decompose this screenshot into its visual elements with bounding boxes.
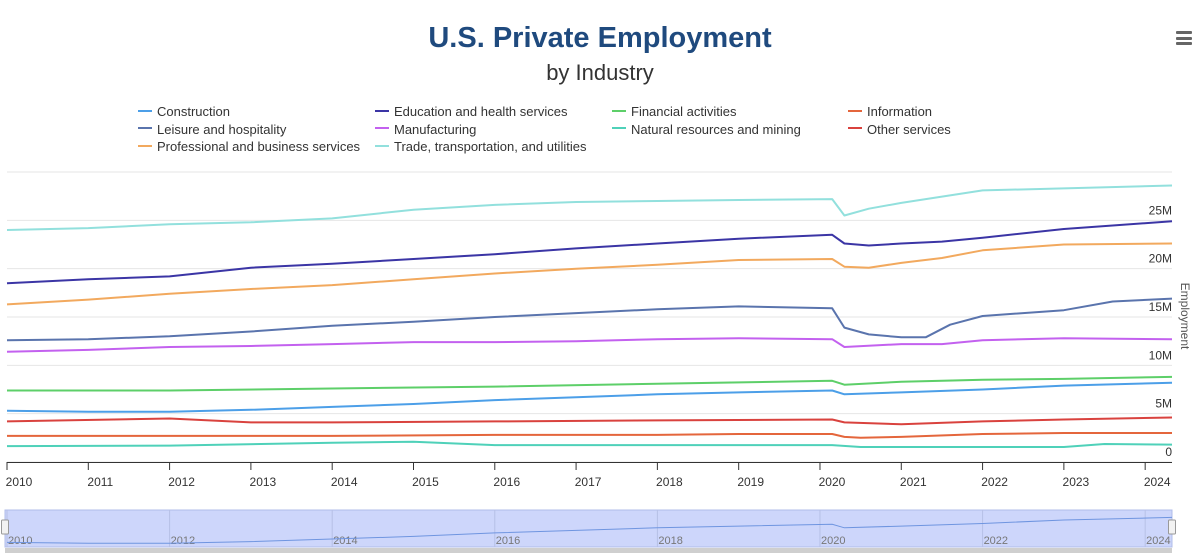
navigator-handle[interactable] <box>1 519 9 535</box>
x-tick-label: 2024 <box>1144 475 1171 489</box>
x-tick-label: 2012 <box>168 475 195 489</box>
legend-item[interactable]: Education and health services <box>375 104 567 119</box>
legend-label: Information <box>867 104 933 119</box>
series-line-leisure-and-hospitality[interactable] <box>6 297 1173 342</box>
legend-item[interactable]: Information <box>848 104 932 119</box>
legend-label: Financial activities <box>631 104 737 119</box>
legend-swatch <box>138 109 152 112</box>
navigator-tick-label: 2024 <box>1146 535 1170 547</box>
legend-label: Professional and business services <box>157 139 361 154</box>
x-tick-label: 2011 <box>87 475 113 489</box>
x-tick-label: 2017 <box>575 475 602 489</box>
navigator-series-line <box>6 516 1173 544</box>
x-tick-label: 2018 <box>656 475 683 489</box>
navigator-tick-label: 2016 <box>496 535 520 547</box>
legend-item[interactable]: Leisure and hospitality <box>138 122 286 137</box>
legend-swatch <box>375 109 389 112</box>
legend-label: Leisure and hospitality <box>157 121 287 137</box>
legend-item[interactable]: Manufacturing <box>375 122 476 137</box>
navigator-tick-label: 2014 <box>333 535 357 547</box>
y-tick-label: 15M <box>1149 300 1172 314</box>
series-line-construction[interactable] <box>6 381 1173 413</box>
legend-label: Education and health services <box>394 104 568 119</box>
y-tick-label: 25M <box>1149 203 1172 217</box>
navigator-selection[interactable] <box>4 509 1173 548</box>
legend-item[interactable]: Other services <box>848 122 951 137</box>
legend-swatch <box>848 109 862 112</box>
series-line-information[interactable] <box>7 432 1172 439</box>
navigator-tick-label: 2022 <box>984 535 1008 547</box>
x-tick-label: 2016 <box>493 475 520 489</box>
x-tick-label: 2014 <box>331 475 358 489</box>
x-tick-label: 2019 <box>737 475 764 489</box>
x-tick-label: 2022 <box>981 475 1008 489</box>
x-tick-label: 2021 <box>900 475 927 489</box>
navigator-tick-label: 2010 <box>8 535 32 547</box>
legend-label: Natural resources and mining <box>631 121 801 137</box>
y-tick-label: 0 <box>1165 445 1172 459</box>
legend-label: Construction <box>157 104 230 119</box>
series-line-education-and-health-services[interactable] <box>6 220 1173 285</box>
legend-swatch <box>375 127 389 130</box>
legend-label: Trade, transportation, and utilities <box>394 139 587 154</box>
legend-label: Other services <box>867 121 951 137</box>
y-axis-title: Employment <box>1178 283 1192 350</box>
legend-item[interactable]: Trade, transportation, and utilities <box>375 139 586 154</box>
legend-swatch <box>612 127 626 130</box>
legend-swatch <box>138 127 152 130</box>
legend-item[interactable]: Financial activities <box>612 104 737 119</box>
chart-title: U.S. Private Employment <box>428 22 772 54</box>
legend-swatch <box>138 144 152 147</box>
navigator-scrollbar[interactable] <box>5 548 1172 553</box>
y-tick-label: 20M <box>1149 252 1172 266</box>
y-tick-label: 10M <box>1149 348 1172 362</box>
x-tick-label: 2013 <box>250 475 277 489</box>
x-tick-label: 2015 <box>412 475 439 489</box>
x-tick-label: 2023 <box>1063 475 1090 489</box>
legend-item[interactable]: Professional and business services <box>138 139 360 154</box>
y-tick-label: 5M <box>1155 397 1172 411</box>
navigator-handle[interactable] <box>1168 519 1176 535</box>
x-tick-label: 2010 <box>6 475 33 489</box>
hamburger-icon[interactable] <box>1176 31 1192 45</box>
legend-item[interactable]: Construction <box>138 104 230 119</box>
series-line-trade-transportation-and-utilities[interactable] <box>6 184 1173 231</box>
legend-swatch <box>848 127 862 130</box>
legend-swatch <box>612 109 626 112</box>
series-line-natural-resources-and-mining[interactable] <box>6 440 1173 448</box>
series-line-financial-activities[interactable] <box>7 375 1173 392</box>
legend-swatch <box>375 144 389 147</box>
x-tick-label: 2020 <box>819 475 846 489</box>
legend-label: Manufacturing <box>394 121 477 137</box>
series-line-other-services[interactable] <box>6 416 1173 426</box>
legend-item[interactable]: Natural resources and mining <box>612 122 801 137</box>
navigator-tick-label: 2020 <box>821 535 845 547</box>
series-line-manufacturing[interactable] <box>6 337 1173 353</box>
chart-subtitle: by Industry <box>546 60 654 85</box>
navigator-tick-label: 2018 <box>658 535 682 547</box>
series-line-professional-and-business-services[interactable] <box>6 242 1173 306</box>
navigator-tick-label: 2012 <box>171 535 195 547</box>
